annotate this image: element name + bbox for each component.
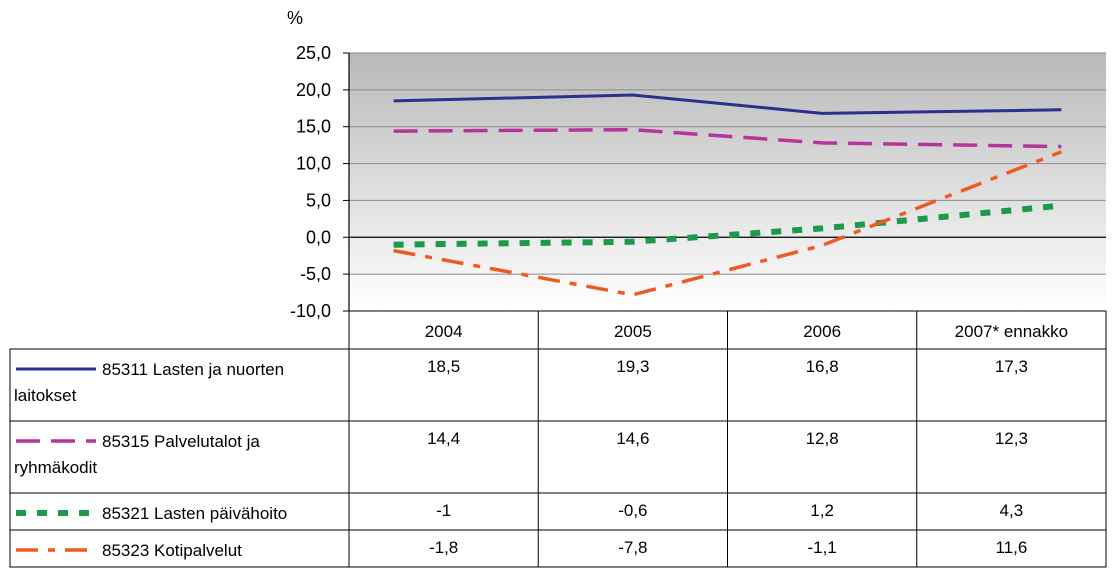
data-label: 1,2 <box>810 501 834 520</box>
data-label: 19,3 <box>616 357 649 376</box>
data-label: -1,8 <box>429 538 458 557</box>
category-label: 2004 <box>425 322 463 341</box>
y-unit-label: % <box>287 8 303 28</box>
data-label: 14,4 <box>427 429 460 448</box>
gridlines <box>349 52 1106 275</box>
y-tick-label: 25,0 <box>296 43 331 63</box>
series-lines <box>393 93 1063 297</box>
data-label: 12,3 <box>995 429 1028 448</box>
data-label: -1,1 <box>807 538 836 557</box>
series-line-1 <box>393 93 1062 115</box>
data-label: 18,5 <box>427 357 460 376</box>
y-tick-label: 20,0 <box>296 80 331 100</box>
y-tick-label: 15,0 <box>296 117 331 137</box>
category-label: 2006 <box>803 322 841 341</box>
plot-background <box>349 53 1106 311</box>
data-label: 4,3 <box>1000 501 1024 520</box>
data-label: 14,6 <box>616 429 649 448</box>
category-label: 2007* ennakko <box>955 322 1068 341</box>
data-label: 12,8 <box>806 429 839 448</box>
series-line-3 <box>393 202 1062 248</box>
data-label: 17,3 <box>995 357 1028 376</box>
legend-label: 85321 Lasten päivähoito <box>102 504 287 523</box>
legend-label: laitokset <box>14 386 77 405</box>
legend-label: ryhmäkodit <box>14 458 97 477</box>
data-table: 2004 2005 2006 2007* ennakko 85311 Lasten ja… <box>9 310 1107 568</box>
data-label: -0,6 <box>618 501 647 520</box>
data-label: -1 <box>436 501 451 520</box>
table-body <box>9 348 1107 568</box>
plot-area <box>349 53 1106 311</box>
y-tick-label: 5,0 <box>306 190 331 210</box>
y-axis: 25,0 20,0 15,0 10,0 5,0 0,0 -5,0 -10,0% <box>287 8 350 321</box>
legend-label: 85311 Lasten ja nuorten <box>102 360 284 379</box>
data-label: 16,8 <box>806 357 839 376</box>
data-label: 11,6 <box>995 538 1027 557</box>
legend-label: 85315 Palvelutalot ja <box>102 432 260 451</box>
y-tick-label: -5,0 <box>300 264 331 284</box>
y-tick-label: -10,0 <box>290 301 331 321</box>
data-label: -7,8 <box>618 538 647 557</box>
legend-label: 85323 Kotipalvelut <box>102 541 242 560</box>
y-tick-label: 10,0 <box>296 154 331 174</box>
series-line-2 <box>393 127 1062 149</box>
category-label: 2005 <box>614 322 652 341</box>
y-tick-label: 0,0 <box>306 227 331 247</box>
